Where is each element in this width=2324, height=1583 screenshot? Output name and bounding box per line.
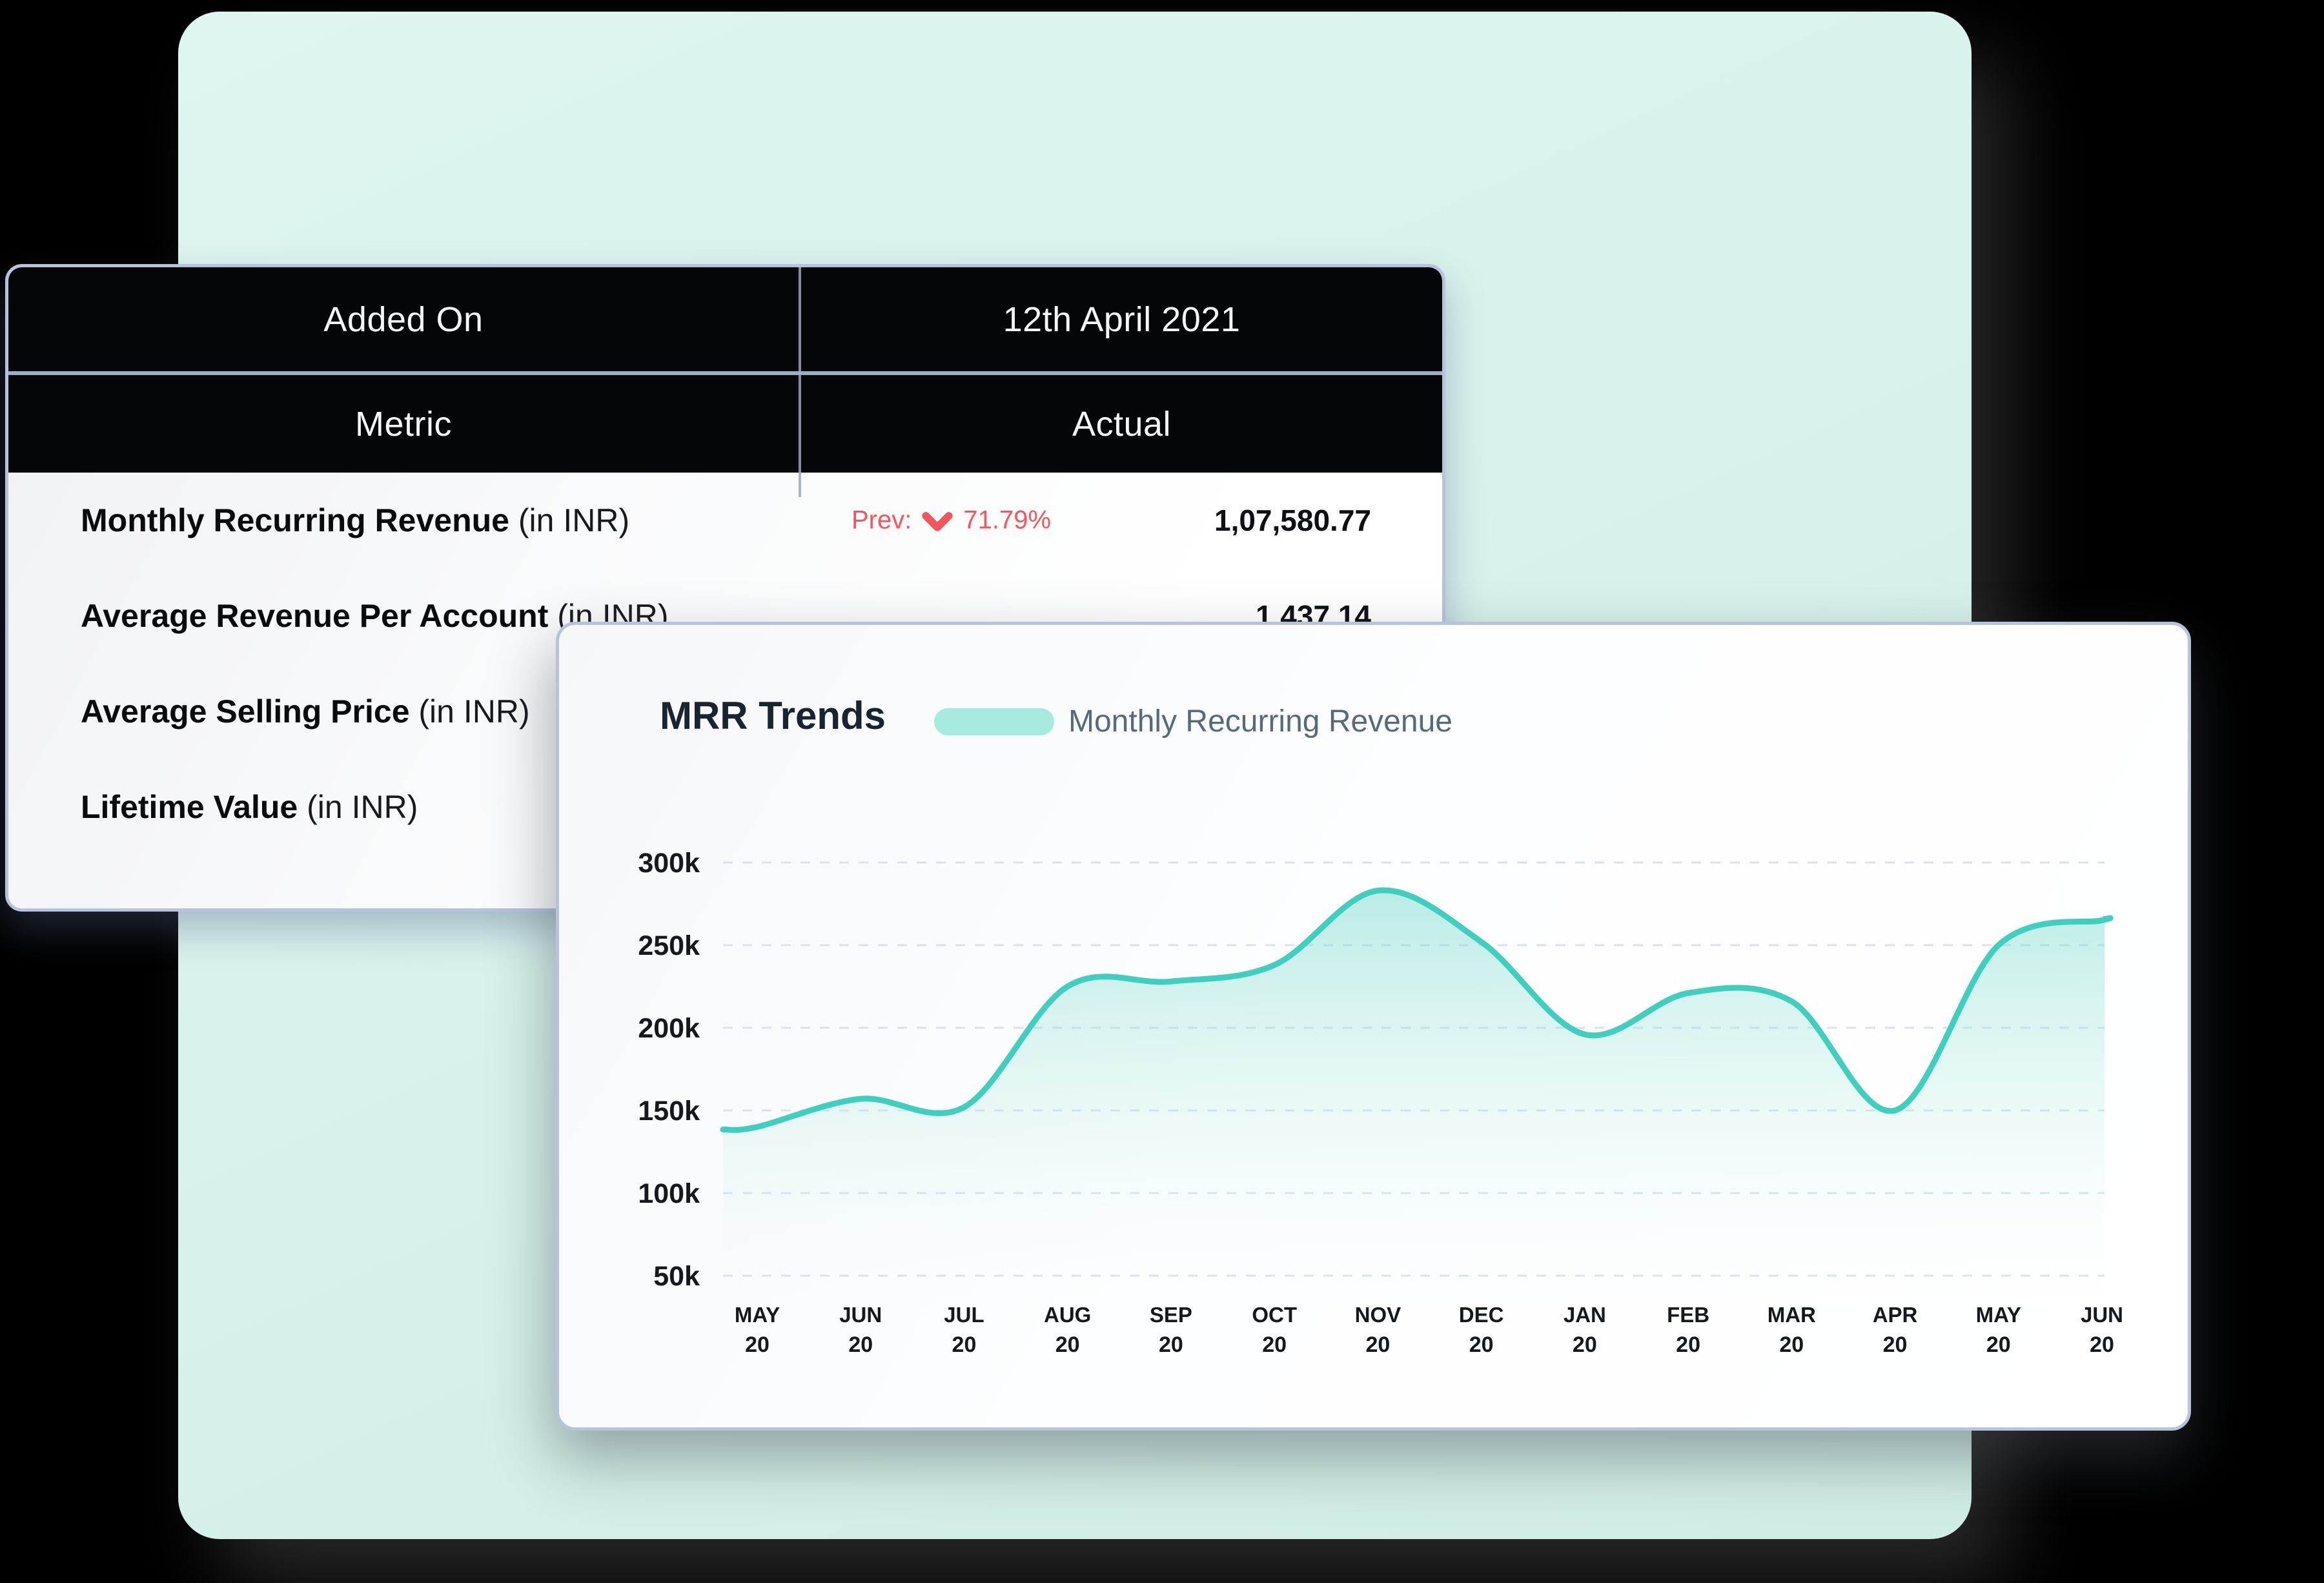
actual-value: 1,07,580.77 bbox=[1214, 504, 1371, 537]
x-tick-year-label: 20 bbox=[1159, 1333, 1183, 1357]
metric-name-bold: Monthly Recurring Revenue bbox=[81, 502, 509, 538]
x-tick-month-label: FEB bbox=[1667, 1303, 1709, 1327]
y-tick-label: 250k bbox=[638, 930, 700, 961]
prev-change-value: 71.79% bbox=[963, 506, 1052, 535]
legend-label: Monthly Recurring Revenue bbox=[1068, 704, 1452, 739]
header-row-separator bbox=[8, 371, 1442, 375]
x-tick-month-label: JAN bbox=[1564, 1303, 1606, 1327]
metric-name: Monthly Recurring Revenue (in INR) bbox=[81, 502, 629, 539]
x-tick-year-label: 20 bbox=[745, 1333, 770, 1357]
metric-unit: (in INR) bbox=[418, 693, 530, 730]
previous-change-indicator: Prev: 71.79% bbox=[851, 506, 1051, 535]
y-tick-label: 300k bbox=[638, 848, 700, 879]
metrics-table-card: Added On 12th April 2021 Metric Actual M… bbox=[5, 264, 1445, 912]
added-on-header: Added On bbox=[323, 300, 484, 339]
x-tick-year-label: 20 bbox=[1573, 1333, 1597, 1357]
x-tick-month-label: AUG bbox=[1044, 1303, 1091, 1327]
legend-item[interactable]: Monthly Recurring Revenue bbox=[934, 704, 1452, 739]
metric-unit: (in INR) bbox=[307, 789, 418, 825]
metric-name-bold: Lifetime Value bbox=[81, 789, 298, 825]
x-tick-year-label: 20 bbox=[1883, 1333, 1908, 1357]
metric-name-bold: Average Selling Price bbox=[81, 693, 410, 730]
header-column-divider bbox=[799, 267, 801, 371]
table-row: Average Selling Price (in INR) bbox=[8, 664, 1442, 759]
x-tick-year-label: 20 bbox=[2090, 1333, 2114, 1357]
x-tick-year-label: 20 bbox=[1986, 1333, 2011, 1357]
mrr-area-chart: 300k 250k 200k 150k 100k 50k MAY 20 JUN 20 JUL 20 AU… bbox=[638, 848, 2123, 1357]
mrr-trends-card: MRR Trends Monthly Recurring Revenue 300… bbox=[556, 622, 2191, 1431]
x-tick-year-label: 20 bbox=[1469, 1333, 1494, 1357]
metric-column-header: Metric bbox=[355, 404, 452, 444]
x-tick-year-label: 20 bbox=[1676, 1333, 1700, 1357]
metric-name: Average Selling Price (in INR) bbox=[81, 693, 530, 730]
x-tick-month-label: SEP bbox=[1150, 1303, 1192, 1327]
x-tick-month-label: JUN bbox=[2081, 1303, 2123, 1327]
x-tick-year-label: 20 bbox=[952, 1333, 977, 1357]
chevron-down-icon bbox=[922, 511, 953, 531]
header-column-divider bbox=[799, 375, 801, 473]
x-tick-month-label: MAY bbox=[1976, 1303, 2021, 1327]
mrr-line bbox=[720, 887, 2114, 1133]
metric-name: Average Revenue Per Account (in INR) bbox=[81, 597, 668, 635]
metric-name-bold: Average Revenue Per Account bbox=[81, 598, 549, 634]
prev-label: Prev: bbox=[851, 506, 912, 535]
table-header-columns-row: Metric Actual bbox=[8, 375, 1442, 473]
x-tick-year-label: 20 bbox=[1055, 1333, 1080, 1357]
x-tick-year-label: 20 bbox=[1262, 1333, 1287, 1357]
x-tick-year-label: 20 bbox=[848, 1333, 873, 1357]
y-tick-label: 100k bbox=[638, 1178, 700, 1209]
column-divider-stub bbox=[799, 473, 801, 497]
table-header-date-row: Added On 12th April 2021 bbox=[8, 267, 1442, 371]
table-row: Lifetime Value (in INR) bbox=[8, 759, 1442, 855]
metric-name: Lifetime Value (in INR) bbox=[81, 788, 418, 826]
y-tick-label: 50k bbox=[653, 1261, 700, 1292]
date-value-header: 12th April 2021 bbox=[1003, 300, 1241, 339]
table-row: Monthly Recurring Revenue (in INR) Prev:… bbox=[8, 473, 1442, 568]
metric-unit: (in INR) bbox=[518, 502, 630, 538]
x-tick-month-label: MAY bbox=[735, 1303, 780, 1327]
x-tick-year-label: 20 bbox=[1779, 1333, 1804, 1357]
x-tick-month-label: JUN bbox=[839, 1303, 882, 1327]
y-tick-label: 200k bbox=[638, 1013, 700, 1044]
actual-column-header: Actual bbox=[1072, 404, 1172, 444]
mrr-area-fill bbox=[723, 890, 2111, 1296]
chart-title: MRR Trends bbox=[660, 694, 886, 737]
legend-swatch bbox=[934, 708, 1054, 735]
x-tick-month-label: APR bbox=[1873, 1303, 1918, 1327]
x-tick-month-label: DEC bbox=[1459, 1303, 1504, 1327]
x-tick-month-label: OCT bbox=[1252, 1303, 1297, 1327]
x-tick-month-label: JUL bbox=[944, 1303, 984, 1327]
x-tick-month-label: MAR bbox=[1768, 1303, 1816, 1327]
y-tick-label: 150k bbox=[638, 1096, 700, 1127]
x-tick-year-label: 20 bbox=[1365, 1333, 1390, 1357]
x-tick-month-label: NOV bbox=[1355, 1303, 1402, 1327]
